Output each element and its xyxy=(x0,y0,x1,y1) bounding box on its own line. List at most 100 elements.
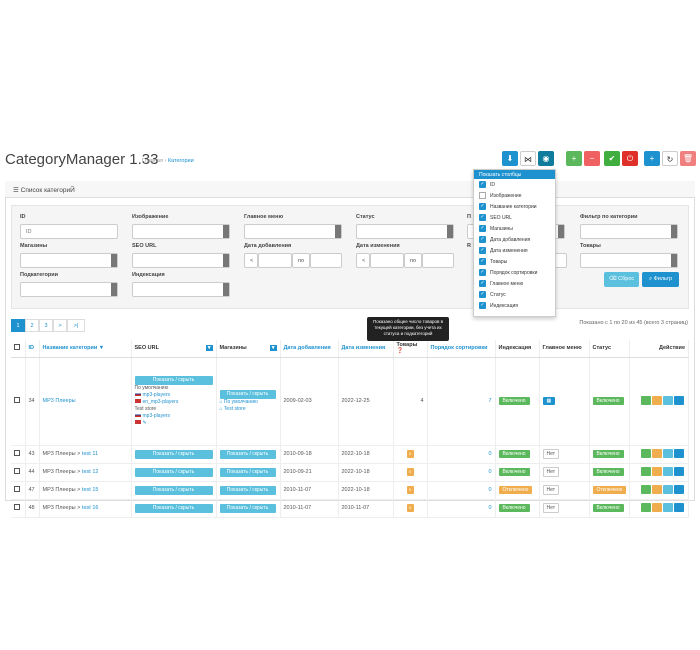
view-icon[interactable] xyxy=(663,502,673,512)
stores-select[interactable] xyxy=(20,253,118,268)
columns-button[interactable]: ◉ xyxy=(538,151,554,166)
status-badge[interactable]: Отключено xyxy=(592,486,627,494)
col-id[interactable]: ID xyxy=(25,340,40,358)
status-select[interactable] xyxy=(356,224,454,239)
view-icon[interactable] xyxy=(663,448,673,458)
folder-icon[interactable] xyxy=(652,502,662,512)
checkbox-checked-icon[interactable]: ✓ xyxy=(479,291,486,298)
edit-icon[interactable] xyxy=(674,448,684,458)
add-category-button[interactable]: + xyxy=(644,151,660,166)
column-option[interactable]: ✓ SEO URL xyxy=(474,212,555,223)
download-button[interactable]: ⬇ xyxy=(502,151,518,166)
checkbox-checked-icon[interactable]: ✓ xyxy=(479,280,486,287)
index-badge[interactable]: Включено xyxy=(498,468,530,476)
status-badge[interactable]: Включено xyxy=(592,468,624,476)
date-modified-lt[interactable]: < xyxy=(356,253,370,268)
row-sort[interactable]: 7 xyxy=(427,357,496,446)
show-hide-button[interactable]: Показать / скрыть xyxy=(134,503,213,513)
caret-down-icon[interactable]: ▾ xyxy=(269,345,277,352)
folder-icon[interactable] xyxy=(652,466,662,476)
column-option[interactable]: ✓ Дата добавления xyxy=(474,234,555,245)
seo-url[interactable]: en_mp3-players xyxy=(142,398,179,405)
page-next[interactable]: > xyxy=(53,319,67,332)
breadcrumb-current[interactable]: Категории xyxy=(167,158,194,164)
row-checkbox[interactable] xyxy=(14,397,20,403)
checkbox-checked-icon[interactable]: ✓ xyxy=(479,236,486,243)
index-select[interactable] xyxy=(132,282,230,297)
folder-icon[interactable] xyxy=(652,395,662,405)
index-badge[interactable]: Отключено xyxy=(498,486,533,494)
row-checkbox[interactable] xyxy=(14,486,20,492)
date-added-lt[interactable]: < xyxy=(244,253,258,268)
checkbox-checked-icon[interactable]: ✓ xyxy=(479,225,486,232)
index-badge[interactable]: Включено xyxy=(498,450,530,458)
status-badge[interactable]: Включено xyxy=(592,504,624,512)
show-hide-button[interactable]: Показать / скрыть xyxy=(219,467,276,477)
col-products[interactable]: Товары ❓ xyxy=(393,340,428,358)
show-hide-button[interactable]: Показать / скрыть xyxy=(134,449,213,459)
checkbox-checked-icon[interactable]: ✓ xyxy=(479,247,486,254)
row-sort[interactable]: 0 xyxy=(427,481,496,500)
col-name[interactable]: Название категории ▼ xyxy=(39,340,132,358)
column-option[interactable]: ✓ Статус xyxy=(474,289,555,300)
show-hide-button[interactable]: Показать / скрыть xyxy=(134,485,213,495)
index-badge[interactable]: Включено xyxy=(498,397,530,405)
enable-button[interactable]: ✔ xyxy=(604,151,620,166)
checkbox-checked-icon[interactable]: ✓ xyxy=(479,214,486,221)
remove-button[interactable]: − xyxy=(584,151,600,166)
status-badge[interactable]: Включено xyxy=(592,450,624,458)
column-option[interactable]: ✓ Индексация xyxy=(474,300,555,311)
column-option[interactable]: ✓ Порядок сортировки xyxy=(474,267,555,278)
date-added-to[interactable] xyxy=(310,253,342,268)
col-sort[interactable]: Порядок сортировки xyxy=(427,340,496,358)
checkbox-checked-icon[interactable]: ✓ xyxy=(479,258,486,265)
row-sort[interactable]: 0 xyxy=(427,499,496,518)
show-hide-button[interactable]: Показать / скрыть xyxy=(134,375,213,385)
show-hide-button[interactable]: Показать / скрыть xyxy=(134,467,213,477)
col-seo[interactable]: SEO URL ▾ xyxy=(131,340,217,358)
folder-icon[interactable] xyxy=(652,448,662,458)
row-sort[interactable]: 0 xyxy=(427,445,496,464)
checkbox-checked-icon[interactable]: ✓ xyxy=(479,302,486,309)
menu-icon[interactable]: ▦ xyxy=(542,397,556,405)
reset-button[interactable]: ⌫ Сброс xyxy=(604,272,639,287)
select-all-header[interactable] xyxy=(11,340,26,358)
edit-icon[interactable] xyxy=(674,502,684,512)
page-2[interactable]: 2 xyxy=(25,319,39,332)
refresh-button[interactable]: ↻ xyxy=(662,151,678,166)
row-checkbox[interactable] xyxy=(14,504,20,510)
row-sort[interactable]: 0 xyxy=(427,463,496,482)
copy-icon[interactable] xyxy=(641,466,651,476)
view-icon[interactable] xyxy=(663,395,673,405)
column-option[interactable]: ✓ Название категории xyxy=(474,201,555,212)
products-select[interactable] xyxy=(580,253,678,268)
row-name[interactable]: MP3 Плееры xyxy=(39,357,132,446)
question-icon[interactable]: ❓ xyxy=(396,348,404,355)
page-1[interactable]: 1 xyxy=(11,319,25,332)
page-3[interactable]: 3 xyxy=(39,319,53,332)
copy-icon[interactable] xyxy=(641,395,651,405)
pencil-icon[interactable]: ✎ xyxy=(142,419,147,426)
column-option[interactable]: ✓ Товары xyxy=(474,256,555,267)
id-input[interactable] xyxy=(20,224,118,239)
status-badge[interactable]: Включено xyxy=(592,397,624,405)
checkbox-checked-icon[interactable]: ✓ xyxy=(479,181,486,188)
select-all-checkbox[interactable] xyxy=(14,344,20,351)
seo-url[interactable]: mp3-players xyxy=(142,412,171,419)
copy-icon[interactable] xyxy=(641,448,651,458)
row-name[interactable]: test 15 xyxy=(81,487,99,493)
col-modified[interactable]: Дата изменения xyxy=(338,340,394,358)
share-button[interactable]: ⋈ xyxy=(520,151,536,166)
main-menu-select[interactable] xyxy=(244,224,342,239)
row-name[interactable]: test 11 xyxy=(81,451,99,457)
folder-icon[interactable] xyxy=(652,484,662,494)
column-option[interactable]: ✓ Главное меню xyxy=(474,278,555,289)
seo-url[interactable]: mp3-players xyxy=(142,391,171,398)
row-checkbox[interactable] xyxy=(14,450,20,456)
page-last[interactable]: >| xyxy=(67,319,85,332)
show-hide-button[interactable]: Показать / скрыть xyxy=(219,449,276,459)
view-icon[interactable] xyxy=(663,484,673,494)
seo-select[interactable] xyxy=(132,253,230,268)
copy-icon[interactable] xyxy=(641,484,651,494)
row-name[interactable]: test 12 xyxy=(81,469,99,475)
